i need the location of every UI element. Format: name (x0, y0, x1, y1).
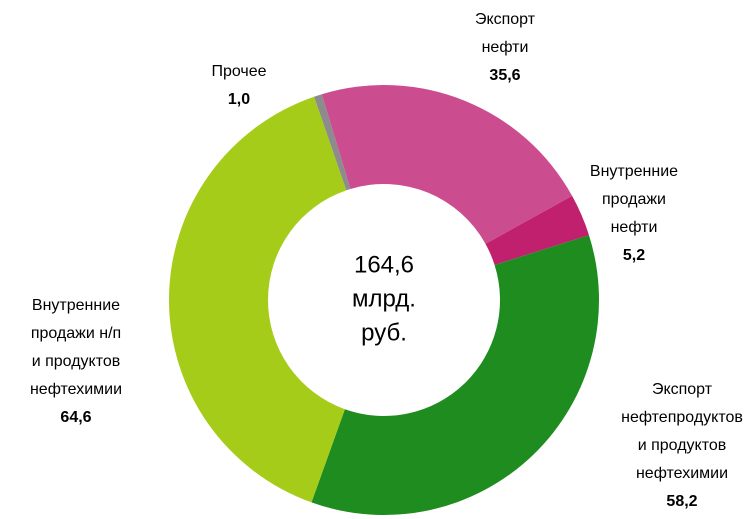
value-label: 35,6 (489, 67, 520, 84)
segment-label: Прочее (211, 63, 266, 80)
donut-segment (314, 94, 351, 191)
center-label: 164,6 (354, 251, 414, 278)
value-label: 64,6 (60, 409, 91, 426)
segment-label: Внутренние продажи н/п и продуктов нефтехим… (30, 297, 122, 398)
donut-segment (321, 84, 573, 244)
donut-segment (311, 235, 599, 515)
donut-segment (485, 195, 589, 265)
center-label: руб. (361, 319, 407, 346)
value-label: 1,0 (228, 91, 250, 108)
segment-label: Экспорт нефтепродуктов и продуктов нефтехим… (621, 381, 743, 482)
segment-label: Экспорт нефти (475, 11, 536, 56)
donut-segment (168, 96, 347, 503)
segment-label: Внутренние продажи нефти (590, 163, 678, 236)
value-label: 5,2 (623, 247, 645, 264)
value-label: 58,2 (666, 493, 697, 510)
center-label: млрд. (352, 285, 416, 312)
